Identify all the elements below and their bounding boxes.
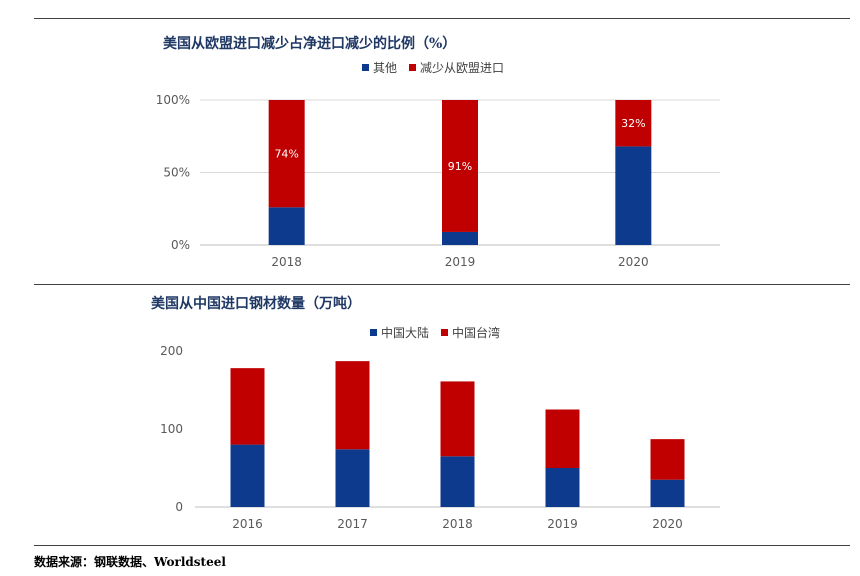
top-divider — [34, 18, 850, 19]
chart1-title: 美国从欧盟进口减少占净进口减少的比例（%） — [163, 36, 457, 52]
chart1-x-tick-label: 2019 — [445, 255, 476, 269]
chart2-x-tick-label: 2017 — [337, 517, 368, 531]
chart1-y-tick-label: 0% — [171, 238, 190, 252]
legend-item-taiwan: 中国台湾 — [441, 324, 500, 341]
chart2-legend: 中国大陆 中国台湾 — [370, 324, 512, 341]
chart2-bar-2019-s0 — [545, 468, 580, 507]
legend-label-eu-reduction: 减少从欧盟进口 — [420, 61, 505, 75]
chart2-bar-2019-s1 — [545, 409, 580, 468]
legend-swatch-red — [441, 329, 449, 336]
source-note: 数据来源：钢联数据、Worldsteel — [34, 555, 226, 569]
chart1-bar-2018-s0 — [268, 207, 305, 245]
legend-label-other: 其他 — [373, 61, 398, 75]
chart1-data-label: 91% — [448, 160, 472, 173]
bottom-divider — [34, 545, 850, 546]
chart2-y-tick-label: 0 — [175, 500, 183, 514]
chart1-y-tick-label: 100% — [156, 93, 190, 107]
chart1-legend: 其他 减少从欧盟进口 — [362, 59, 516, 76]
chart1-x-tick-label: 2020 — [618, 255, 649, 269]
legend-label-taiwan: 中国台湾 — [452, 326, 501, 340]
legend-swatch-blue — [370, 329, 377, 336]
legend-item-mainland: 中国大陆 — [370, 324, 429, 341]
chart1-bar-2018-s1 — [268, 100, 305, 208]
legend-swatch-blue — [362, 64, 369, 71]
chart2-bar-2020-s0 — [650, 479, 685, 507]
chart2-bar-2020-s1 — [650, 439, 685, 480]
chart1-x-tick-label: 2018 — [271, 255, 302, 269]
chart2-bar-2016-s0 — [230, 444, 265, 507]
legend-item-eu-reduction: 减少从欧盟进口 — [409, 59, 504, 76]
chart1-data-label: 74% — [274, 148, 298, 161]
chart2-bar-2018-s1 — [440, 381, 475, 457]
middle-divider — [34, 284, 850, 285]
chart1-data-label: 32% — [621, 117, 645, 130]
chart1-bar-2020-s0 — [615, 146, 652, 245]
chart2-x-tick-label: 2020 — [652, 517, 683, 531]
legend-item-other: 其他 — [362, 59, 397, 76]
legend-label-mainland: 中国大陆 — [381, 326, 430, 340]
chart2-bar-2018-s0 — [440, 456, 475, 507]
chart2-x-tick-label: 2018 — [442, 517, 473, 531]
chart2-y-tick-label: 200 — [160, 344, 183, 358]
chart2-y-tick-label: 100 — [160, 422, 183, 436]
chart1-bar-2019-s1 — [442, 100, 478, 232]
chart2-bar-2017-s1 — [335, 361, 370, 450]
chart2-bar-2016-s1 — [230, 368, 265, 445]
chart2-title: 美国从中国进口钢材数量（万吨） — [151, 296, 361, 312]
chart2-bar-2017-s0 — [335, 449, 370, 507]
chart2-x-tick-label: 2019 — [547, 517, 578, 531]
chart1-bar-2019-s0 — [442, 231, 478, 245]
chart1-y-tick-label: 50% — [163, 166, 190, 180]
legend-swatch-red — [409, 64, 417, 71]
chart2-x-tick-label: 2016 — [232, 517, 263, 531]
chart1-bar-2020-s1 — [615, 100, 652, 147]
